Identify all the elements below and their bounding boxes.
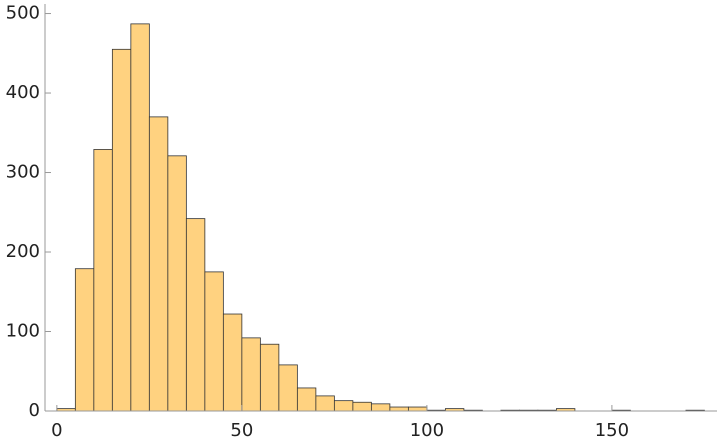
bar [370, 403, 391, 412]
bar [130, 23, 150, 412]
x-tick-label: 150 [595, 420, 629, 441]
bar [389, 406, 409, 412]
bar [315, 395, 335, 412]
bar [241, 337, 261, 412]
bar [74, 268, 95, 412]
x-tick-label: 0 [51, 420, 62, 441]
bar [222, 313, 243, 412]
bar [185, 218, 206, 412]
bar [407, 406, 428, 412]
y-tick-label: 400 [6, 82, 40, 103]
bar [333, 400, 354, 412]
bar [148, 116, 169, 412]
bar [278, 364, 298, 412]
bar [204, 271, 224, 412]
x-tick-label: 100 [410, 420, 444, 441]
bar [259, 343, 280, 412]
y-tick-label: 500 [6, 3, 40, 24]
x-tick-label: 50 [230, 420, 253, 441]
y-tick-label: 200 [6, 241, 40, 262]
y-tick-label: 300 [6, 162, 40, 183]
bar [93, 149, 113, 412]
bar [111, 48, 132, 412]
bar [352, 401, 372, 412]
bar [296, 387, 317, 412]
bar [167, 155, 187, 412]
y-tick-label: 0 [29, 400, 40, 421]
y-tick-label: 100 [6, 321, 40, 342]
